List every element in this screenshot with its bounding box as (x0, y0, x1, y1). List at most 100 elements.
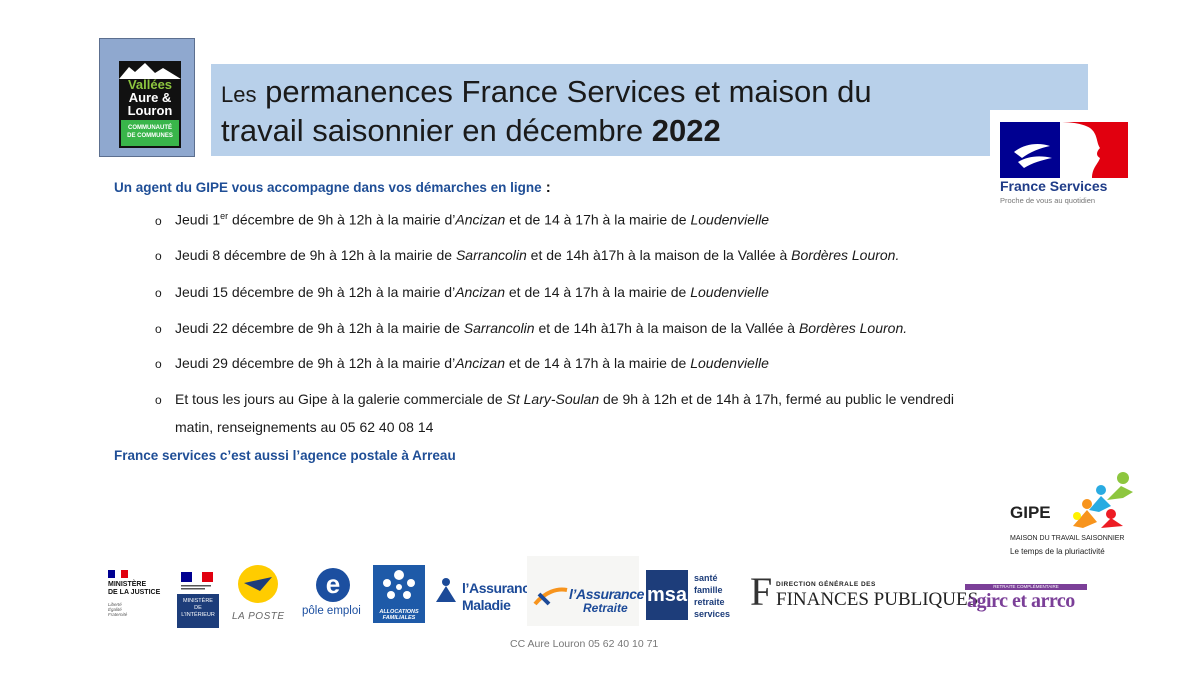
schedule-continuation: matin, renseignements au 05 62 40 08 14 (175, 419, 434, 435)
schedule-place: Ancizan (455, 355, 505, 371)
schedule-text: Jeudi 15 décembre de 9h à 12h à la mairi… (175, 284, 456, 300)
schedule-text: Jeudi 1 (175, 211, 221, 228)
ministere-justice-logo: MINISTÈRE DE LA JUSTICE Liberté Égalité … (108, 570, 168, 625)
assurance-retraite-logo: l’Assurance Retraite (527, 556, 644, 626)
schedule-text: Et tous les jours au Gipe à la galerie c… (175, 391, 507, 407)
footer-note: France services c’est aussi l’agence pos… (114, 448, 456, 463)
interieur-line-3: L’INTÉRIEUR (181, 612, 215, 618)
bullet-icon: o (155, 357, 162, 371)
logo-line-3: Louron (127, 103, 173, 118)
pole-emploi-icon: e (316, 568, 350, 602)
schedule-sup: er (220, 211, 229, 221)
marianne-icon (1000, 122, 1128, 178)
schedule-place: Bordères Louron. (791, 247, 900, 263)
la-poste-text: LA POSTE (232, 611, 285, 622)
retraite-line-1: l’Assurance (569, 586, 644, 602)
schedule-item: o Jeudi 29 décembre de 9h à 12h à la mair… (155, 355, 769, 371)
logo-band-line-2: DE COMMUNES (127, 133, 173, 139)
schedule-item: o Et tous les jours au Gipe à la galerie … (155, 391, 954, 407)
schedule-place: Loudenvielle (690, 211, 770, 228)
france-services-tagline: Proche de vous au quotidien (1000, 196, 1096, 205)
schedule-item: o Jeudi 8 décembre de 9h à 12h à la mairi… (155, 247, 899, 263)
msa-line-4: services (694, 609, 731, 619)
schedule-place: Loudenvielle (690, 284, 769, 300)
msa-line-1: santé (694, 573, 718, 583)
gipe-name: GIPE (1010, 503, 1051, 522)
france-services-logo: France Services Proche de vous au quotid… (990, 110, 1136, 214)
motto-3: Fraternité (108, 612, 128, 617)
bullet-icon: o (155, 249, 162, 263)
caf-logo: ALLOCATIONS FAMILIALES (373, 565, 425, 623)
logo-inner: Vallées Aure & Louron COMMUNAUTÉ DE COMM… (119, 61, 181, 148)
caf-text: ALLOCATIONS FAMILIALES (373, 609, 425, 621)
bullet-icon: o (155, 213, 162, 228)
schedule-place: St Lary-Soulan (506, 391, 600, 407)
caf-line-1: ALLOCATIONS (379, 609, 419, 615)
assurance-retraite-icon (533, 587, 568, 606)
schedule-text: et de 14h à17h à la maison de la Vallée … (526, 247, 792, 263)
interieur-box: MINISTÈRE DE L’INTÉRIEUR (177, 594, 219, 628)
schedule-place: Bordères Louron. (798, 320, 908, 336)
contact-line: CC Aure Louron 05 62 40 10 71 (510, 638, 659, 650)
msa-logo: msa (646, 570, 688, 620)
interieur-line-2: DE (194, 605, 202, 611)
title-line-1: Les permanences France Services et maiso… (221, 74, 872, 113)
caf-line-2: FAMILIALES (382, 615, 416, 621)
justice-line-2: DE LA JUSTICE (108, 589, 161, 596)
title-year: 2022 (651, 113, 721, 148)
logo-line-2: Aure & (128, 90, 172, 105)
justice-line-1: MINISTÈRE (108, 581, 147, 588)
schedule-text: et de 14 à 17h à la mairie de (505, 355, 691, 371)
dgfip-line-1: DIRECTION GÉNÉRALE DES (776, 581, 876, 588)
intro-label: Un agent du GIPE vous accompagne dans vo… (114, 180, 542, 195)
assurance-maladie-logo: l’Assurance Maladie (432, 570, 537, 622)
logo-band-line-1: COMMUNAUTÉ (128, 125, 172, 131)
motto-1: Liberté (108, 602, 122, 607)
justice-text: MINISTÈRE DE LA JUSTICE (108, 581, 160, 597)
maladie-line-1: l’Assurance (462, 580, 537, 596)
schedule-item: o Jeudi 22 décembre de 9h à 12h à la mair… (155, 320, 907, 336)
msa-line-3: retraite (694, 597, 725, 607)
schedule-place: Sarrancolin (463, 320, 535, 336)
justice-motto: Liberté Égalité Fraternité (108, 602, 127, 617)
schedule-text: et de 14 à 17h à la mairie de (505, 284, 691, 300)
caf-family-icon (383, 570, 415, 599)
envelope-bird-icon (244, 577, 272, 591)
schedule-place: Ancizan (455, 284, 505, 300)
dgfip-mark: F (750, 569, 773, 614)
agirc-bar: RETRAITE COMPLÉMENTAIRE (965, 584, 1087, 590)
la-poste-circle (238, 565, 278, 603)
bullet-icon: o (155, 322, 162, 336)
title-banner: Les permanences France Services et maiso… (211, 64, 1088, 156)
retraite-line-2: Retraite (583, 601, 628, 615)
gipe-line-1: MAISON DU TRAVAIL SAISONNIER (1010, 535, 1125, 542)
mountain-icon (119, 63, 181, 79)
pole-emploi-text: pôle emploi (302, 605, 361, 617)
dgfip-line-2: FINANCES PUBLIQUES (776, 589, 979, 610)
schedule-text: Jeudi 8 décembre de 9h à 12h à la mairie… (175, 247, 456, 263)
schedule-text: décembre de 9h à 12h à la mairie d’ (228, 211, 456, 228)
vallees-aure-louron-logo: Vallées Aure & Louron COMMUNAUTÉ DE COMM… (99, 38, 195, 157)
gipe-logo: GIPE MAISON DU TRAVAIL SAISONNIER Le tem… (1005, 470, 1137, 566)
bullet-icon: o (155, 286, 162, 300)
assurance-maladie-icon (436, 578, 456, 602)
schedule-item: o Jeudi 1er décembre de 9h à 12h à la mai… (155, 211, 769, 228)
logo-band: COMMUNAUTÉ DE COMMUNES (121, 120, 179, 146)
title-line-2-text: travail saisonnier en décembre (221, 113, 652, 148)
agirc-arrco-logo: RETRAITE COMPLÉMENTAIRE agirc et arrco (965, 584, 1087, 612)
motto-2: Égalité (108, 607, 122, 612)
msa-text: santé famille retraite services (694, 572, 744, 620)
intro-text: Un agent du GIPE vous accompagne dans vo… (114, 179, 551, 196)
schedule-text: de 9h à 12h et de 14h à 17h, fermé au pu… (599, 391, 955, 407)
agirc-text: agirc et arrco (967, 590, 1075, 612)
france-services-name: France Services (1000, 178, 1108, 194)
marianne-flag-icon (177, 570, 219, 592)
marianne-flag-icon (108, 570, 128, 578)
ministere-interieur-logo: MINISTÈRE DE L’INTÉRIEUR (177, 570, 219, 628)
schedule-place: Loudenvielle (690, 355, 769, 371)
title-prefix: Les (221, 82, 257, 107)
title-line-1-text: permanences France Services et maison du (256, 74, 872, 109)
gipe-figures-icon (1073, 472, 1133, 528)
bullet-icon: o (155, 393, 162, 407)
